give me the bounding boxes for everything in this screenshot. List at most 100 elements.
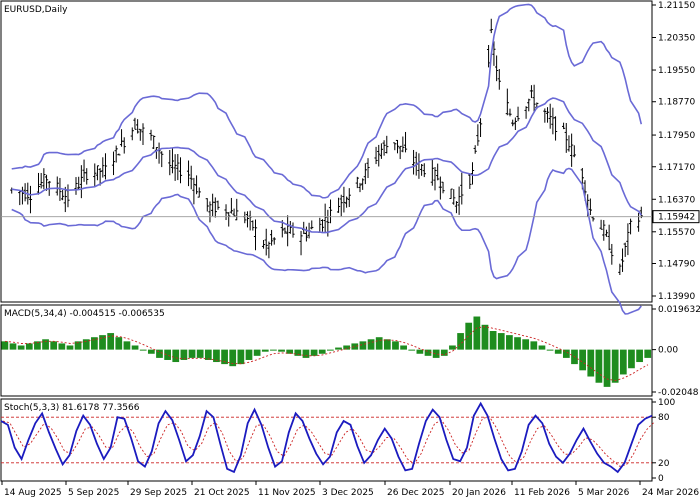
macd-bar: [636, 349, 643, 363]
macd-bar: [237, 349, 245, 365]
price-bar: [251, 220, 255, 231]
price-bar: [283, 227, 287, 234]
price-tick-label: 1.17170: [658, 163, 695, 173]
price-bar: [398, 145, 402, 160]
price-bar: [208, 201, 212, 223]
price-bar: [173, 154, 177, 181]
time-tick-label: 21 Oct 2025: [194, 488, 250, 498]
price-bar: [152, 135, 156, 149]
macd-bar: [449, 345, 456, 350]
price-bar: [272, 237, 276, 245]
macd-bar: [115, 337, 123, 350]
macd-bar: [506, 335, 513, 350]
price-bar: [39, 172, 43, 189]
macd-bar: [107, 333, 115, 350]
price-bar: [10, 187, 14, 194]
price-bar: [377, 144, 381, 167]
macd-bar: [611, 349, 619, 383]
macd-bar: [530, 341, 538, 350]
macd-bar: [1, 341, 9, 350]
macd-bar: [278, 349, 285, 352]
price-bar: [245, 211, 250, 228]
price-tick-label: 1.16370: [658, 195, 695, 205]
price-bar: [42, 168, 46, 190]
macd-bar: [245, 349, 253, 360]
macd-bar: [204, 349, 212, 360]
macd-bar: [261, 349, 269, 352]
macd-bar: [514, 337, 521, 350]
macd-panel[interactable]: [1, 316, 652, 387]
price-bar: [261, 239, 266, 249]
price-bar: [18, 190, 22, 206]
macd-bar: [351, 343, 359, 350]
time-tick-label: 11 Nov 2025: [258, 488, 316, 498]
price-bar: [117, 153, 121, 156]
price-bar: [495, 55, 499, 82]
time-tick-label: 14 Aug 2025: [4, 488, 62, 498]
macd-title: MACD(5,34,4) -0.004515 -0.006535: [4, 309, 165, 319]
price-bar: [401, 136, 405, 153]
macd-bar: [383, 339, 391, 350]
price-bar: [194, 175, 199, 195]
macd-bar: [9, 343, 17, 350]
price-bar: [438, 176, 442, 200]
price-bar: [489, 18, 493, 34]
price-bar: [385, 135, 389, 154]
bollinger-lower: [11, 167, 642, 315]
price-bar: [267, 241, 271, 259]
macd-bar: [221, 349, 228, 365]
macd-bar: [432, 349, 440, 358]
chart-panels: [0, 0, 653, 482]
price-bar: [168, 150, 172, 176]
macd-bar: [66, 345, 74, 350]
price-bar: [545, 107, 550, 123]
price-bar: [572, 145, 576, 158]
price-bar: [478, 118, 483, 138]
macd-bar: [408, 349, 416, 351]
time-tick-label: 11 Feb 2026: [514, 488, 570, 498]
macd-bar: [628, 349, 635, 369]
macd-bar: [603, 349, 611, 387]
price-bar: [189, 165, 193, 190]
price-panel[interactable]: [1, 3, 652, 315]
price-bar: [114, 145, 118, 163]
price-bar: [28, 185, 33, 214]
macd-bar: [286, 349, 294, 354]
price-bar: [441, 181, 445, 194]
price-bar: [77, 176, 81, 190]
macd-bar: [58, 343, 66, 350]
price-bar: [328, 199, 333, 224]
stoch-main-line: [0, 401, 653, 474]
price-bar: [363, 163, 367, 185]
price-bar: [227, 212, 231, 227]
price-bar: [82, 159, 86, 182]
price-bar: [310, 220, 314, 230]
price-bar: [524, 106, 528, 119]
price-bar: [411, 149, 416, 175]
price-panel-frame: [0, 0, 653, 303]
price-bar: [264, 228, 268, 256]
price-bar: [497, 69, 501, 90]
price-bar: [186, 160, 191, 187]
price-bar: [133, 117, 137, 130]
price-bar: [119, 129, 124, 147]
price-axis: 1.21150 1.20350 1.19550 1.18770 1.17950 1.171…: [652, 1, 700, 484]
price-bar: [176, 154, 180, 181]
macd-bar: [188, 349, 196, 358]
price-bar: [136, 119, 140, 134]
macd-bar: [335, 347, 342, 350]
time-tick-label: 20 Jan 2026: [452, 488, 506, 498]
stoch-panel[interactable]: [0, 401, 655, 474]
price-bar: [492, 41, 496, 66]
price-bar: [516, 106, 520, 122]
price-bar: [358, 182, 362, 193]
macd-bar: [375, 337, 383, 350]
price-bar: [470, 162, 475, 185]
macd-bar: [302, 349, 310, 358]
price-bar: [178, 157, 183, 184]
price-bar: [342, 186, 346, 213]
price-bar: [628, 218, 633, 235]
price-bar: [291, 222, 295, 238]
price-bar: [436, 163, 440, 181]
price-bar: [393, 142, 397, 151]
